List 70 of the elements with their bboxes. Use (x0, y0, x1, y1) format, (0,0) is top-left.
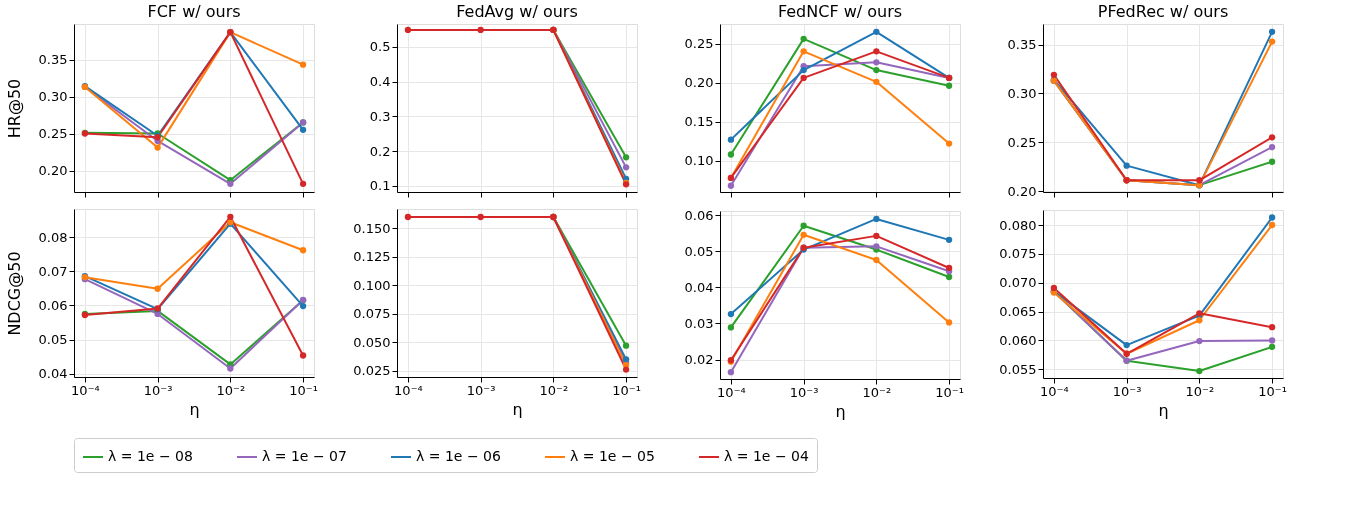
x-tick-label: 10⁻⁴ (71, 382, 100, 398)
x-axis-title: η (189, 399, 200, 419)
y-tick-label: 0.04 (38, 366, 68, 382)
x-axis-title: η (835, 401, 846, 421)
y-tick-label: 0.08 (38, 229, 68, 245)
y-tick-label: 0.15 (684, 114, 714, 130)
chart-title: PFedRec w/ ours (1097, 2, 1229, 21)
y-tick-label: 0.06 (684, 207, 714, 223)
y-tick-label: 0.070 (999, 275, 1037, 291)
x-tick-label: 10⁻¹ (1258, 383, 1287, 399)
x-tick-label: 10⁻² (539, 382, 569, 398)
x-tick-label: 10⁻¹ (935, 384, 964, 400)
y-tick-label: 0.07 (38, 263, 68, 279)
y-tick-label: 0.5 (369, 39, 391, 55)
x-tick-label: 10⁻³ (789, 384, 819, 400)
y-tick-label: 0.125 (353, 249, 391, 265)
legend-label: λ = 1e − 08 (108, 448, 193, 464)
chart-title: FCF w/ ours (147, 2, 241, 21)
y-tick-label: 0.1 (369, 178, 391, 194)
x-tick-label: 10⁻³ (466, 382, 496, 398)
x-tick-label: 10⁻⁴ (394, 382, 423, 398)
y-tick-label: 0.20 (684, 75, 714, 91)
y-tick-label: 0.35 (1007, 37, 1037, 53)
y-tick-label: 0.25 (1007, 134, 1037, 150)
y-axis-title: HR@50 (4, 78, 24, 139)
y-tick-label: 0.30 (38, 89, 68, 105)
y-axis-title: NDCG@50 (4, 251, 24, 336)
y-tick-label: 0.050 (353, 334, 391, 350)
y-tick-label: 0.3 (369, 108, 391, 124)
y-tick-label: 0.075 (353, 306, 391, 322)
chart-title: FedNCF w/ ours (777, 2, 903, 21)
chart-title: FedAvg w/ ours (456, 2, 578, 21)
y-tick-label: 0.065 (999, 304, 1037, 320)
x-tick-label: 10⁻¹ (289, 382, 318, 398)
x-axis-title: η (512, 399, 523, 419)
y-tick-label: 0.075 (999, 246, 1037, 262)
y-tick-label: 0.080 (999, 217, 1037, 233)
y-tick-label: 0.05 (38, 332, 68, 348)
legend-label: λ = 1e − 06 (416, 448, 501, 464)
y-tick-label: 0.06 (38, 297, 68, 313)
y-tick-label: 0.25 (38, 126, 68, 142)
x-tick-label: 10⁻¹ (612, 382, 641, 398)
y-tick-label: 0.060 (999, 332, 1037, 348)
y-tick-label: 0.05 (684, 243, 714, 259)
y-tick-label: 0.25 (684, 36, 714, 52)
y-tick-label: 0.055 (999, 361, 1037, 377)
y-tick-label: 0.35 (38, 52, 68, 68)
y-tick-label: 0.2 (369, 143, 391, 159)
y-tick-label: 0.4 (369, 74, 391, 90)
y-tick-label: 0.20 (1007, 183, 1037, 199)
x-tick-label: 10⁻³ (143, 382, 173, 398)
y-tick-label: 0.04 (684, 279, 714, 295)
x-tick-label: 10⁻³ (1112, 383, 1142, 399)
y-tick-label: 0.025 (353, 363, 391, 379)
x-tick-label: 10⁻⁴ (1040, 383, 1069, 399)
y-tick-label: 0.03 (684, 315, 714, 331)
legend-label: λ = 1e − 05 (570, 448, 655, 464)
y-tick-label: 0.150 (353, 220, 391, 236)
y-tick-label: 0.10 (684, 153, 714, 169)
x-axis-title: η (1158, 400, 1169, 420)
x-tick-label: 10⁻² (862, 384, 892, 400)
legend-label: λ = 1e − 04 (724, 448, 809, 464)
x-tick-label: 10⁻² (216, 382, 246, 398)
y-tick-label: 0.30 (1007, 85, 1037, 101)
x-tick-label: 10⁻² (1185, 383, 1215, 399)
y-tick-label: 0.02 (684, 352, 714, 368)
legend-label: λ = 1e − 07 (262, 448, 347, 464)
y-tick-label: 0.20 (38, 163, 68, 179)
x-tick-label: 10⁻⁴ (717, 384, 746, 400)
y-tick-label: 0.100 (353, 277, 391, 293)
